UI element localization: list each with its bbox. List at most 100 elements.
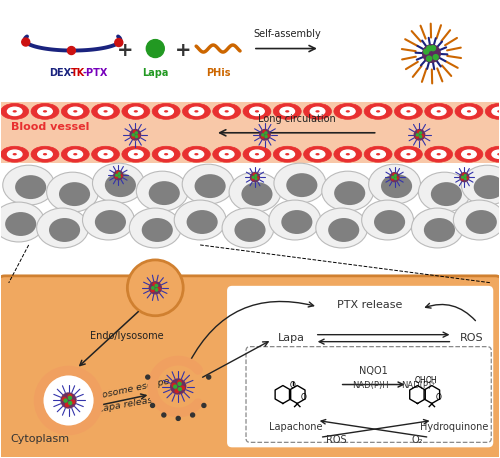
Ellipse shape: [304, 146, 332, 162]
Circle shape: [256, 177, 258, 179]
Ellipse shape: [432, 150, 446, 158]
Circle shape: [254, 174, 256, 175]
Circle shape: [132, 136, 134, 138]
Ellipse shape: [186, 210, 218, 234]
Ellipse shape: [36, 208, 88, 248]
Ellipse shape: [46, 172, 98, 212]
Circle shape: [393, 174, 395, 175]
Ellipse shape: [424, 146, 452, 162]
Ellipse shape: [182, 164, 234, 204]
Ellipse shape: [424, 104, 452, 120]
Circle shape: [255, 174, 256, 176]
Circle shape: [462, 178, 464, 180]
Text: Self-assembly: Self-assembly: [253, 28, 321, 38]
Ellipse shape: [371, 150, 386, 158]
Text: NAD(P)⁺: NAD(P)⁺: [402, 381, 436, 390]
Text: -PTX: -PTX: [82, 69, 108, 78]
Ellipse shape: [122, 146, 150, 162]
Ellipse shape: [322, 171, 374, 211]
Ellipse shape: [431, 182, 462, 206]
Ellipse shape: [49, 218, 80, 242]
Circle shape: [178, 382, 181, 385]
Text: Lysosome escape: Lysosome escape: [86, 376, 170, 403]
Circle shape: [265, 132, 267, 134]
Circle shape: [422, 45, 440, 62]
Circle shape: [416, 134, 418, 136]
Circle shape: [180, 386, 184, 390]
Circle shape: [421, 135, 424, 137]
Text: Endo/lysosome: Endo/lysosome: [90, 331, 164, 341]
Text: Long circulation: Long circulation: [258, 114, 336, 124]
Circle shape: [158, 288, 160, 290]
Ellipse shape: [368, 164, 420, 204]
Circle shape: [420, 136, 422, 137]
Circle shape: [155, 284, 158, 287]
Ellipse shape: [224, 153, 229, 155]
Circle shape: [146, 375, 150, 379]
Ellipse shape: [189, 150, 204, 158]
Circle shape: [416, 136, 418, 138]
Circle shape: [136, 132, 138, 134]
Circle shape: [116, 174, 117, 176]
Circle shape: [392, 178, 394, 180]
Ellipse shape: [310, 150, 325, 158]
Ellipse shape: [462, 107, 476, 115]
Ellipse shape: [220, 107, 234, 115]
Text: +: +: [175, 41, 192, 60]
Circle shape: [426, 56, 432, 61]
Text: Lapa: Lapa: [278, 333, 305, 343]
Ellipse shape: [104, 153, 108, 155]
Ellipse shape: [31, 104, 59, 120]
Circle shape: [68, 402, 71, 404]
Ellipse shape: [412, 208, 464, 248]
Ellipse shape: [38, 150, 52, 158]
Ellipse shape: [222, 208, 274, 248]
Ellipse shape: [92, 146, 120, 162]
Circle shape: [424, 49, 428, 54]
Circle shape: [190, 413, 194, 417]
Ellipse shape: [73, 153, 78, 155]
Ellipse shape: [334, 104, 362, 120]
Ellipse shape: [224, 110, 229, 113]
Circle shape: [61, 393, 76, 408]
Text: TK: TK: [70, 69, 85, 78]
Ellipse shape: [436, 153, 441, 155]
Circle shape: [464, 174, 466, 176]
Ellipse shape: [189, 107, 204, 115]
Circle shape: [263, 131, 266, 133]
Ellipse shape: [104, 110, 108, 113]
Circle shape: [115, 38, 123, 47]
Ellipse shape: [340, 150, 355, 158]
Ellipse shape: [152, 104, 180, 120]
Text: O₂: O₂: [412, 436, 423, 445]
Ellipse shape: [182, 146, 210, 162]
Circle shape: [116, 171, 119, 174]
Ellipse shape: [8, 107, 22, 115]
Ellipse shape: [1, 146, 28, 162]
Circle shape: [146, 39, 164, 58]
Circle shape: [134, 131, 136, 133]
Circle shape: [64, 399, 67, 402]
Circle shape: [170, 379, 186, 394]
Ellipse shape: [73, 110, 78, 113]
Circle shape: [68, 47, 76, 55]
Ellipse shape: [98, 107, 113, 115]
Circle shape: [250, 173, 260, 182]
Ellipse shape: [406, 110, 410, 113]
Ellipse shape: [250, 107, 264, 115]
Ellipse shape: [220, 150, 234, 158]
Circle shape: [464, 178, 466, 180]
Ellipse shape: [316, 153, 320, 155]
Ellipse shape: [274, 146, 301, 162]
Circle shape: [66, 403, 69, 407]
Ellipse shape: [182, 104, 210, 120]
Circle shape: [152, 287, 154, 289]
Ellipse shape: [376, 110, 380, 113]
Ellipse shape: [462, 150, 476, 158]
Circle shape: [176, 416, 180, 420]
Text: O: O: [300, 393, 306, 402]
Bar: [1, 103, 499, 163]
Ellipse shape: [68, 107, 82, 115]
Circle shape: [174, 385, 176, 388]
Ellipse shape: [466, 210, 497, 234]
